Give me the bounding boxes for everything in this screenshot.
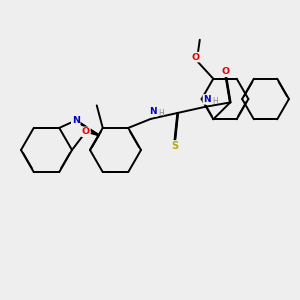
Text: H: H	[158, 109, 164, 118]
Text: N: N	[203, 95, 211, 104]
Text: H: H	[212, 97, 218, 106]
Text: N: N	[72, 116, 80, 125]
Text: S: S	[171, 141, 178, 151]
Text: O: O	[191, 52, 200, 62]
Text: N: N	[149, 107, 157, 116]
Text: O: O	[82, 127, 90, 136]
Text: O: O	[222, 67, 230, 76]
